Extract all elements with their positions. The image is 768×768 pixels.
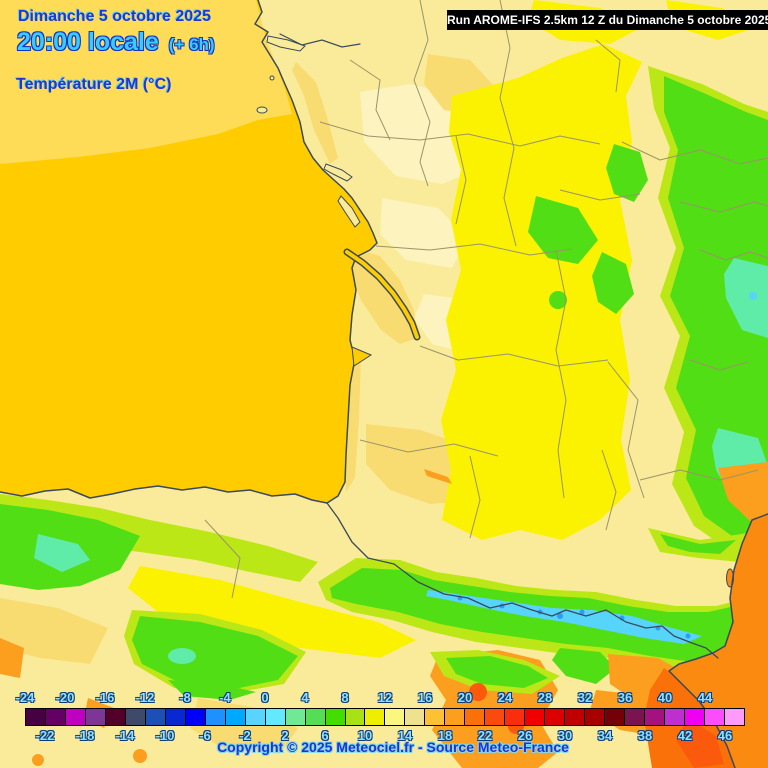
scale-cell xyxy=(265,709,286,725)
teal-core xyxy=(34,534,90,572)
department-borders xyxy=(204,0,768,599)
cream-region xyxy=(380,198,468,268)
cold-spot xyxy=(685,633,691,639)
atlantic-coastline xyxy=(0,0,378,504)
scale-cell xyxy=(645,709,665,725)
scale-cell xyxy=(605,709,626,725)
gironde-estuary xyxy=(345,250,419,339)
scale-cell xyxy=(585,709,606,725)
mediterranean-sea xyxy=(669,514,768,768)
green-patch xyxy=(592,252,634,314)
scale-cell xyxy=(405,709,426,725)
date-label: Dimanche 5 octobre 2025 xyxy=(18,8,211,25)
scale-cell xyxy=(105,709,126,725)
orange-spot xyxy=(133,749,147,763)
scale-cell xyxy=(245,709,266,725)
island-oleron xyxy=(337,195,361,228)
teal-core xyxy=(724,258,768,338)
scale-cell xyxy=(565,709,586,725)
island-yeu xyxy=(256,106,268,114)
green-patch xyxy=(168,680,256,700)
scale-cell xyxy=(525,709,546,725)
scale-cell xyxy=(684,709,705,725)
scale-cell xyxy=(205,709,226,725)
cold-spot xyxy=(557,613,563,619)
green-patch xyxy=(446,656,548,688)
scale-cell xyxy=(665,709,685,725)
scale-cell xyxy=(165,709,186,725)
forecast-offset: (+ 6h) xyxy=(168,35,215,54)
orange-spot xyxy=(32,754,44,766)
scale-cell xyxy=(285,709,306,725)
green-patch xyxy=(528,196,598,264)
scale-cell xyxy=(545,709,566,725)
scale-cell xyxy=(325,709,346,725)
scale-cell xyxy=(724,709,744,725)
loire-river xyxy=(279,33,361,48)
cyan-spot xyxy=(749,292,757,300)
scale-cell xyxy=(45,709,66,725)
scale-cell xyxy=(65,709,86,725)
scale-cell xyxy=(305,709,326,725)
time-value: 20:00 locale xyxy=(17,28,159,56)
scale-cell xyxy=(345,709,366,725)
islet xyxy=(269,75,275,81)
scale-cell xyxy=(505,709,526,725)
france-spain-border xyxy=(326,502,719,659)
green-patch xyxy=(660,534,736,554)
scale-cell xyxy=(704,709,725,725)
scale-cell xyxy=(445,709,466,725)
basque-fringe xyxy=(0,494,318,582)
hot-spot xyxy=(469,683,487,701)
green-patch xyxy=(552,648,616,684)
scale-cells xyxy=(25,708,745,726)
atlantic-sea-cool xyxy=(0,0,292,164)
green-patch xyxy=(549,291,567,309)
scale-cell xyxy=(365,709,386,725)
scale-cell xyxy=(125,709,146,725)
orange-spot xyxy=(424,469,452,484)
yellow-region xyxy=(441,44,642,540)
arcachon-basin xyxy=(351,346,373,367)
time-label: 20:00 locale (+ 6h) xyxy=(17,28,215,57)
scale-cell xyxy=(485,709,506,725)
scale-cell xyxy=(145,709,166,725)
massif-green xyxy=(664,76,768,536)
scale-cell xyxy=(85,709,106,725)
tan-region xyxy=(0,598,108,664)
tan-region xyxy=(292,62,338,164)
parameter-label: Température 2M (°C) xyxy=(16,76,172,93)
scale-cell xyxy=(26,709,46,725)
model-run-banner: Run AROME-IFS 2.5km 12 Z du Dimanche 5 o… xyxy=(447,10,768,30)
scale-cell xyxy=(425,709,446,725)
teal-core xyxy=(168,648,196,664)
island-re xyxy=(323,163,353,182)
scale-cell xyxy=(625,709,646,725)
scale-cell xyxy=(225,709,246,725)
green-patch xyxy=(606,144,648,202)
yellow-region xyxy=(128,566,416,658)
tan-region xyxy=(346,246,417,344)
orange-region xyxy=(0,638,24,678)
scale-cell xyxy=(185,709,206,725)
scale-cell xyxy=(385,709,406,725)
copyright-text: Copyright © 2025 Meteociel.fr - Source M… xyxy=(217,739,569,755)
hot-spot xyxy=(676,718,724,768)
cold-spot xyxy=(579,609,585,615)
green-patch xyxy=(132,616,298,690)
island-noirmoutier xyxy=(266,35,306,52)
pyrenees-cyan xyxy=(426,590,702,644)
scale-cell xyxy=(465,709,486,725)
